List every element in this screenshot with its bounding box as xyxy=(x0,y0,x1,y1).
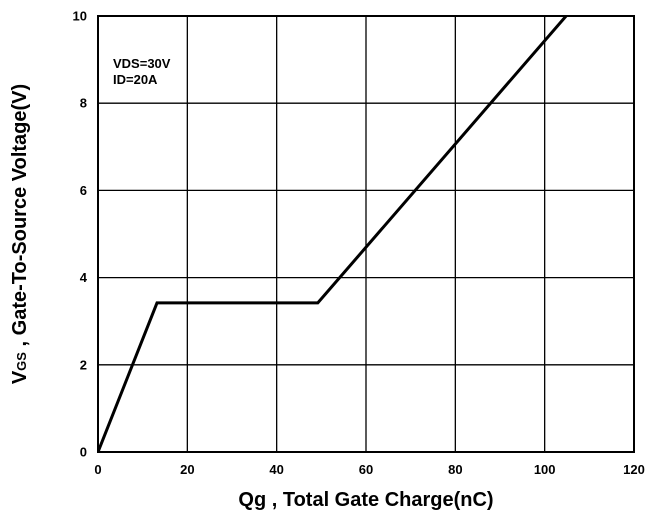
x-tick-label: 40 xyxy=(269,462,283,477)
x-axis-title: Qg , Total Gate Charge(nC) xyxy=(238,489,493,511)
annotation-0: VDS=30V xyxy=(113,56,171,71)
plot-frame xyxy=(97,15,635,453)
x-tick-label: 0 xyxy=(94,462,101,477)
y-tick-labels: 0 2 4 6 8 10 xyxy=(73,9,88,460)
y-tick-label: 6 xyxy=(80,183,87,198)
y-tick-label: 10 xyxy=(73,9,87,24)
y-axis-title-subscript: GS xyxy=(14,352,29,371)
y-tick-label: 8 xyxy=(80,96,87,111)
grid-lines xyxy=(98,16,634,452)
y-tick-label: 2 xyxy=(80,357,87,372)
series-line-0 xyxy=(98,16,568,452)
y-axis-title: VGS , Gate-To-Source Voltage(V) xyxy=(9,84,31,384)
y-tick-label: 4 xyxy=(80,270,88,285)
x-tick-label: 120 xyxy=(623,462,645,477)
y-axis-title-symbol: V xyxy=(9,370,31,384)
y-axis-title-text: , Gate-To-Source Voltage(V) xyxy=(9,84,31,352)
x-tick-label: 20 xyxy=(180,462,194,477)
y-tick-label: 0 xyxy=(80,445,87,460)
x-tick-label: 80 xyxy=(448,462,462,477)
series-layer xyxy=(98,16,568,452)
x-tick-label: 100 xyxy=(534,462,556,477)
x-tick-label: 60 xyxy=(359,462,373,477)
x-tick-labels: 0 20 40 60 80 100 120 xyxy=(94,462,644,477)
annotation-1: ID=20A xyxy=(113,72,158,87)
